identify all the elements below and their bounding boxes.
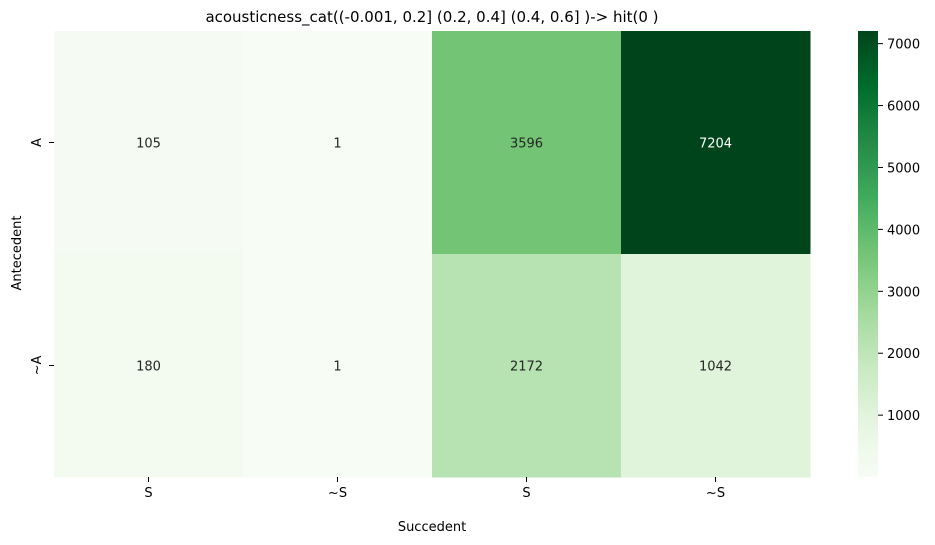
y-axis-ticks: A ~A [30,138,54,375]
x-axis-label: Succedent [398,520,466,535]
cell-value-labels: 105 1 3596 7204 180 1 2172 1042 [136,137,732,375]
colorbar-tick-label: 6000 [887,100,920,115]
cell-value-label: 3596 [510,137,543,152]
cell-value-label: 1042 [699,360,732,375]
colorbar-tick-label: 3000 [887,285,920,300]
colorbar-gradient [858,31,878,477]
heatmap-cell [243,31,433,255]
heatmap-cell [243,254,433,478]
cell-value-label: 2172 [510,360,543,375]
heatmap-cell [621,31,811,255]
colorbar-tick-label: 4000 [887,223,920,238]
y-axis-label: Antecedent [10,216,25,291]
x-tick-label: S [522,486,530,501]
colorbar-tick-label: 2000 [887,347,920,362]
colorbar-tick-label: 5000 [887,161,920,176]
chart-title: acousticness_cat((-0.001, 0.2] (0.2, 0.4… [205,8,658,27]
heatmap-cell [621,254,811,478]
colorbar-tick-label: 1000 [887,409,920,424]
heatmap-cell [432,254,622,478]
heatmap-cell [432,31,622,255]
cell-value-label: 180 [136,360,161,375]
x-tick-label: ~S [706,486,725,501]
x-tick-label: ~S [328,486,347,501]
heatmap-cell [54,31,244,255]
colorbar-tick-label: 7000 [887,38,920,53]
cell-value-label: 105 [136,137,161,152]
x-axis-ticks: S ~S S ~S [144,477,725,501]
x-tick-label: S [144,486,152,501]
heatmap-cell [54,254,244,478]
heatmap-cells [54,31,811,478]
colorbar: 1000 2000 3000 4000 5000 6000 7000 [858,31,920,477]
cell-value-label: 1 [333,137,341,152]
cell-value-label: 7204 [699,137,732,152]
cell-value-label: 1 [333,360,341,375]
y-tick-label: A [30,138,45,147]
y-tick-label: ~A [30,356,45,376]
